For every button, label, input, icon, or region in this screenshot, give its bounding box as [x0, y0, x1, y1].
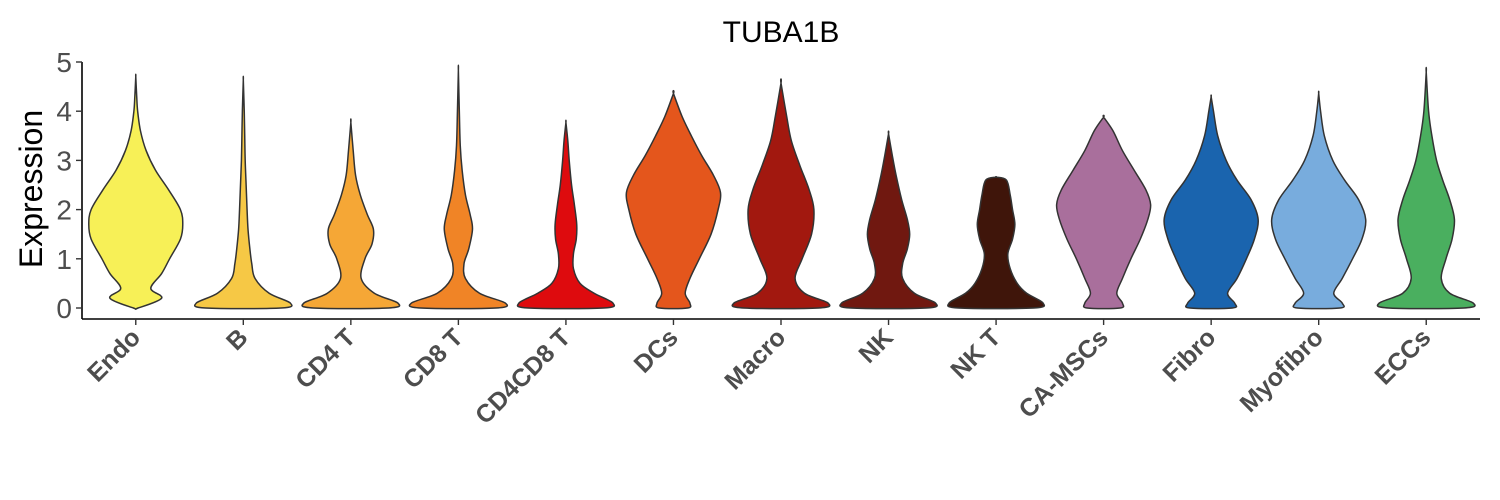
violin-b — [193, 75, 293, 310]
violins-layer — [88, 64, 1476, 310]
x-tick-label-endo: Endo — [82, 323, 146, 387]
y-axis-label: Expression — [13, 110, 49, 268]
violin-eccs — [1376, 66, 1476, 310]
violin-cd8-t — [408, 64, 509, 310]
violin-ca-mscs — [1055, 114, 1152, 310]
violin-macro — [731, 78, 831, 310]
x-tick-label-cd4cd8-t: CD4CD8 T — [470, 323, 576, 429]
y-tick-label: 0 — [56, 293, 72, 324]
x-tick-label-cd4-t: CD4 T — [290, 323, 361, 394]
x-tick-label-macro: Macro — [719, 323, 791, 395]
violin-nk — [839, 130, 938, 310]
chart-title: TUBA1B — [723, 16, 840, 49]
y-tick-label: 4 — [56, 96, 72, 127]
y-tick-label: 3 — [56, 145, 72, 176]
y-tick-label: 2 — [56, 195, 72, 226]
violin-cd4-t — [301, 118, 401, 310]
x-tick-label-b: B — [221, 323, 254, 356]
x-tick-label-fibro: Fibro — [1157, 323, 1221, 387]
x-tick-label-nk-t: NK T — [945, 323, 1006, 384]
violin-cd4cd8-t — [516, 119, 616, 310]
y-tick-label: 1 — [56, 244, 72, 275]
x-tick-label-cd8-t: CD8 T — [398, 323, 469, 394]
y-tick-label: 5 — [56, 47, 72, 78]
violin-fibro — [1163, 94, 1259, 310]
x-tick-label-nk: NK — [853, 323, 898, 368]
x-tick-label-eccs: ECCs — [1369, 323, 1436, 390]
violin-dcs — [625, 89, 722, 310]
violin-myofibro — [1270, 90, 1367, 310]
x-tick-label-myofibro: Myofibro — [1235, 323, 1329, 417]
x-tick-label-dcs: DCs — [629, 323, 684, 378]
violin-endo — [88, 73, 184, 310]
x-tick-label-ca-mscs: CA-MSCs — [1013, 323, 1113, 423]
violin-nk-t — [947, 176, 1046, 310]
